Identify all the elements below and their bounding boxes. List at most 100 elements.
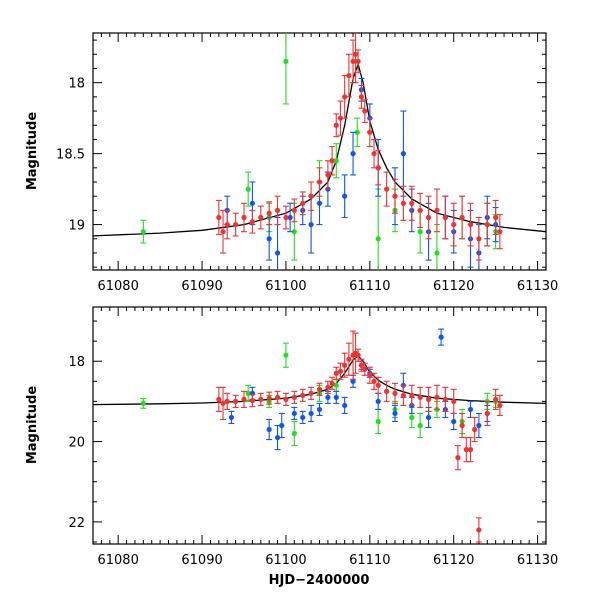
bottom-red-point: [337, 368, 344, 374]
top-red-point: [233, 221, 239, 228]
bottom-red-point: [346, 356, 352, 362]
bottom-y-tick-label: 22: [68, 516, 85, 531]
top-blue-point: [400, 151, 406, 157]
top-red-point: [367, 129, 373, 135]
top-red-point: [300, 200, 306, 206]
bottom-red-point: [362, 366, 368, 372]
bottom-green-point: [417, 422, 423, 429]
bottom-red-point: [434, 394, 440, 400]
bottom-blue-point: [392, 410, 398, 417]
bottom-x-tick-label: 61130: [517, 553, 558, 568]
top-green-point: [354, 129, 360, 135]
bottom-red-point: [367, 372, 373, 378]
top-red-point: [220, 229, 226, 235]
bottom-red-point: [455, 455, 461, 461]
top-red-point: [291, 207, 297, 213]
bottom-blue-point: [342, 402, 348, 409]
top-blue-point: [249, 200, 255, 206]
bottom-blue-point: [308, 410, 314, 417]
top-green-point: [417, 229, 423, 235]
top-red-point: [224, 221, 230, 228]
top-x-tick-label: 61130: [517, 279, 558, 294]
x-axis-label: HJD−2400000: [269, 573, 370, 588]
bottom-green-point: [283, 352, 289, 358]
bottom-red-point: [308, 390, 314, 396]
bottom-blue-point: [467, 406, 474, 413]
bottom-red-point: [224, 398, 230, 404]
bottom-blue-point: [451, 418, 457, 425]
bottom-red-point: [283, 396, 289, 402]
top-red-point: [484, 221, 490, 228]
top-red-point: [358, 94, 365, 100]
top-green-point: [333, 158, 339, 164]
bottom-green-point: [291, 430, 297, 437]
top-x-tick-label: 61090: [181, 279, 222, 294]
bottom-red-point: [400, 392, 406, 398]
top-red-point: [350, 58, 356, 64]
top-red-point: [425, 214, 432, 221]
top-red-point: [274, 207, 281, 213]
top-red-point: [392, 193, 398, 199]
top-x-tick-label: 61110: [349, 279, 390, 294]
bottom-red-point: [342, 362, 348, 368]
bottom-green-point: [140, 400, 146, 407]
top-red-point: [417, 207, 423, 213]
bottom-blue-point: [476, 422, 482, 429]
bottom-green-point: [375, 418, 381, 425]
bottom-red-point: [371, 378, 377, 384]
bottom-green-point: [333, 382, 339, 388]
bottom-green-point: [409, 414, 415, 421]
top-red-point: [337, 115, 344, 121]
bottom-red-point: [333, 370, 339, 376]
bottom-blue-point: [279, 422, 285, 429]
bottom-y-axis-label: Magnitude: [25, 386, 40, 465]
top-red-point: [241, 214, 247, 221]
bottom-x-tick-label: 61110: [349, 553, 390, 568]
top-red-point: [371, 151, 377, 157]
top-panel: 61080 61090 61100 61110 61120 61130 18 18.5 19 M…: [25, 32, 558, 294]
bottom-red-point: [392, 390, 398, 396]
top-red-point: [442, 214, 448, 221]
bottom-x-tick-label: 61100: [265, 553, 306, 568]
bottom-blue-point: [425, 414, 432, 421]
bottom-blue-point: [375, 398, 381, 404]
top-red-point: [346, 72, 352, 79]
top-red-point: [258, 214, 264, 221]
top-x-tick-label: 61120: [433, 279, 474, 294]
bottom-red-point: [291, 394, 297, 400]
top-red-point: [497, 229, 503, 235]
bottom-red-point: [425, 396, 432, 402]
top-y-tick-label: 19: [68, 219, 85, 234]
bottom-blue-point: [228, 414, 235, 421]
bottom-blue-point: [316, 406, 323, 413]
bottom-red-point: [355, 352, 361, 358]
bottom-red-point: [329, 380, 335, 386]
bottom-red-point: [358, 362, 365, 368]
bottom-red-point: [241, 396, 247, 402]
top-red-point: [266, 210, 272, 216]
top-plot-frame: [92, 32, 547, 271]
bottom-blue-point: [438, 334, 444, 340]
top-green-point: [283, 58, 289, 64]
top-red-point: [329, 158, 335, 164]
bottom-red-point: [497, 402, 503, 409]
bottom-red-point: [451, 398, 457, 404]
bottom-red-point: [233, 398, 239, 404]
top-red-point: [283, 214, 289, 221]
top-red-point: [352, 51, 359, 57]
bottom-x-tick-label: 61080: [97, 553, 138, 568]
top-blue-point: [274, 250, 281, 256]
bottom-y-tick-label: 20: [68, 436, 85, 451]
top-red-point: [216, 214, 222, 221]
top-x-tick-label: 61080: [97, 279, 138, 294]
top-green-point: [434, 250, 440, 256]
bottom-blue-point: [325, 394, 331, 400]
bottom-red-point: [258, 396, 264, 402]
top-blue-point: [308, 221, 314, 228]
bottom-red-point: [463, 447, 469, 453]
bottom-red-point: [220, 400, 226, 407]
bottom-red-point: [467, 447, 474, 453]
bottom-red-point: [417, 394, 423, 400]
top-red-point: [308, 193, 314, 199]
